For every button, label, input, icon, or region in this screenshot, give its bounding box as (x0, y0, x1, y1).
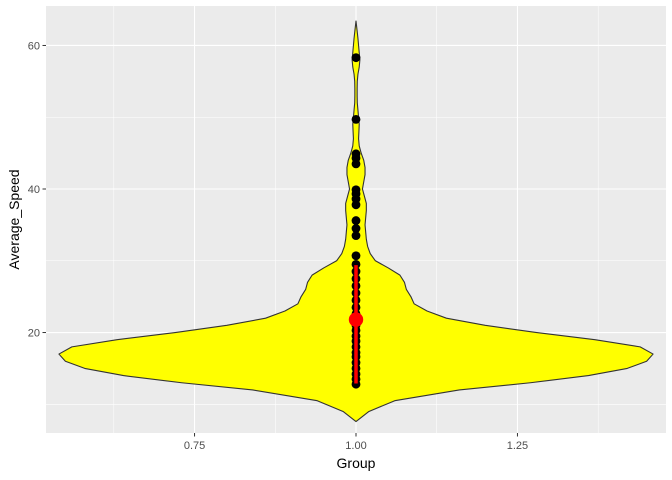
data-point (351, 149, 361, 159)
y-tick-label: 20 (28, 328, 40, 340)
summary-layer (348, 265, 364, 384)
x-axis-title: Group (337, 455, 376, 471)
y-axis-ticks: 20 40 60 (28, 40, 46, 340)
data-point (351, 53, 361, 63)
x-axis-ticks: 0.75 1.00 1.25 (184, 433, 528, 452)
data-point (351, 231, 361, 241)
data-point (351, 251, 361, 261)
y-tick-label: 60 (28, 40, 40, 52)
x-tick-label: 0.75 (184, 440, 205, 452)
data-point (351, 185, 361, 195)
y-axis-title: Average_Speed (6, 169, 22, 269)
x-tick-label: 1.25 (507, 440, 528, 452)
y-tick-label: 40 (28, 184, 40, 196)
x-tick-label: 1.00 (345, 440, 366, 452)
data-point (351, 216, 361, 225)
summary-mean-point (348, 312, 364, 327)
data-point (351, 114, 361, 124)
data-point (351, 224, 361, 233)
data-point (351, 259, 361, 269)
